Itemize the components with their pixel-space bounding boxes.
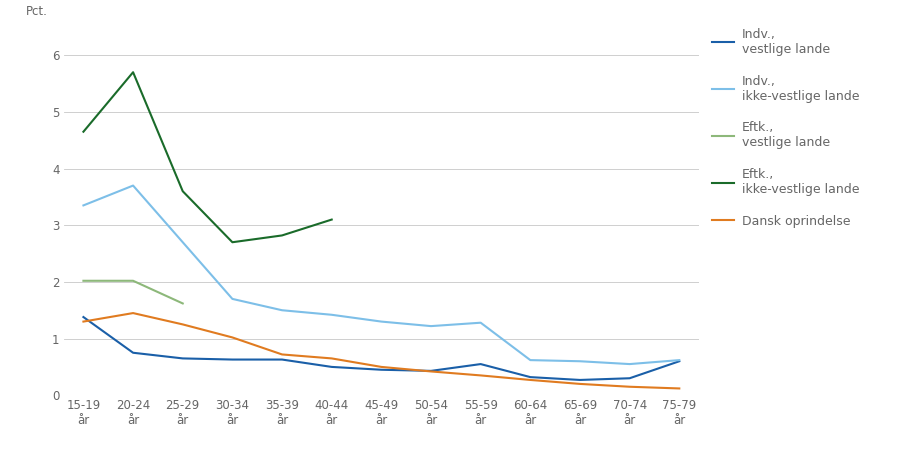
Legend: Indv.,
vestlige lande, Indv.,
ikke-vestlige lande, Eftk.,
vestlige lande, Eftk.,: Indv., vestlige lande, Indv., ikke-vestl… [712,28,859,228]
Text: Pct.: Pct. [25,5,47,18]
